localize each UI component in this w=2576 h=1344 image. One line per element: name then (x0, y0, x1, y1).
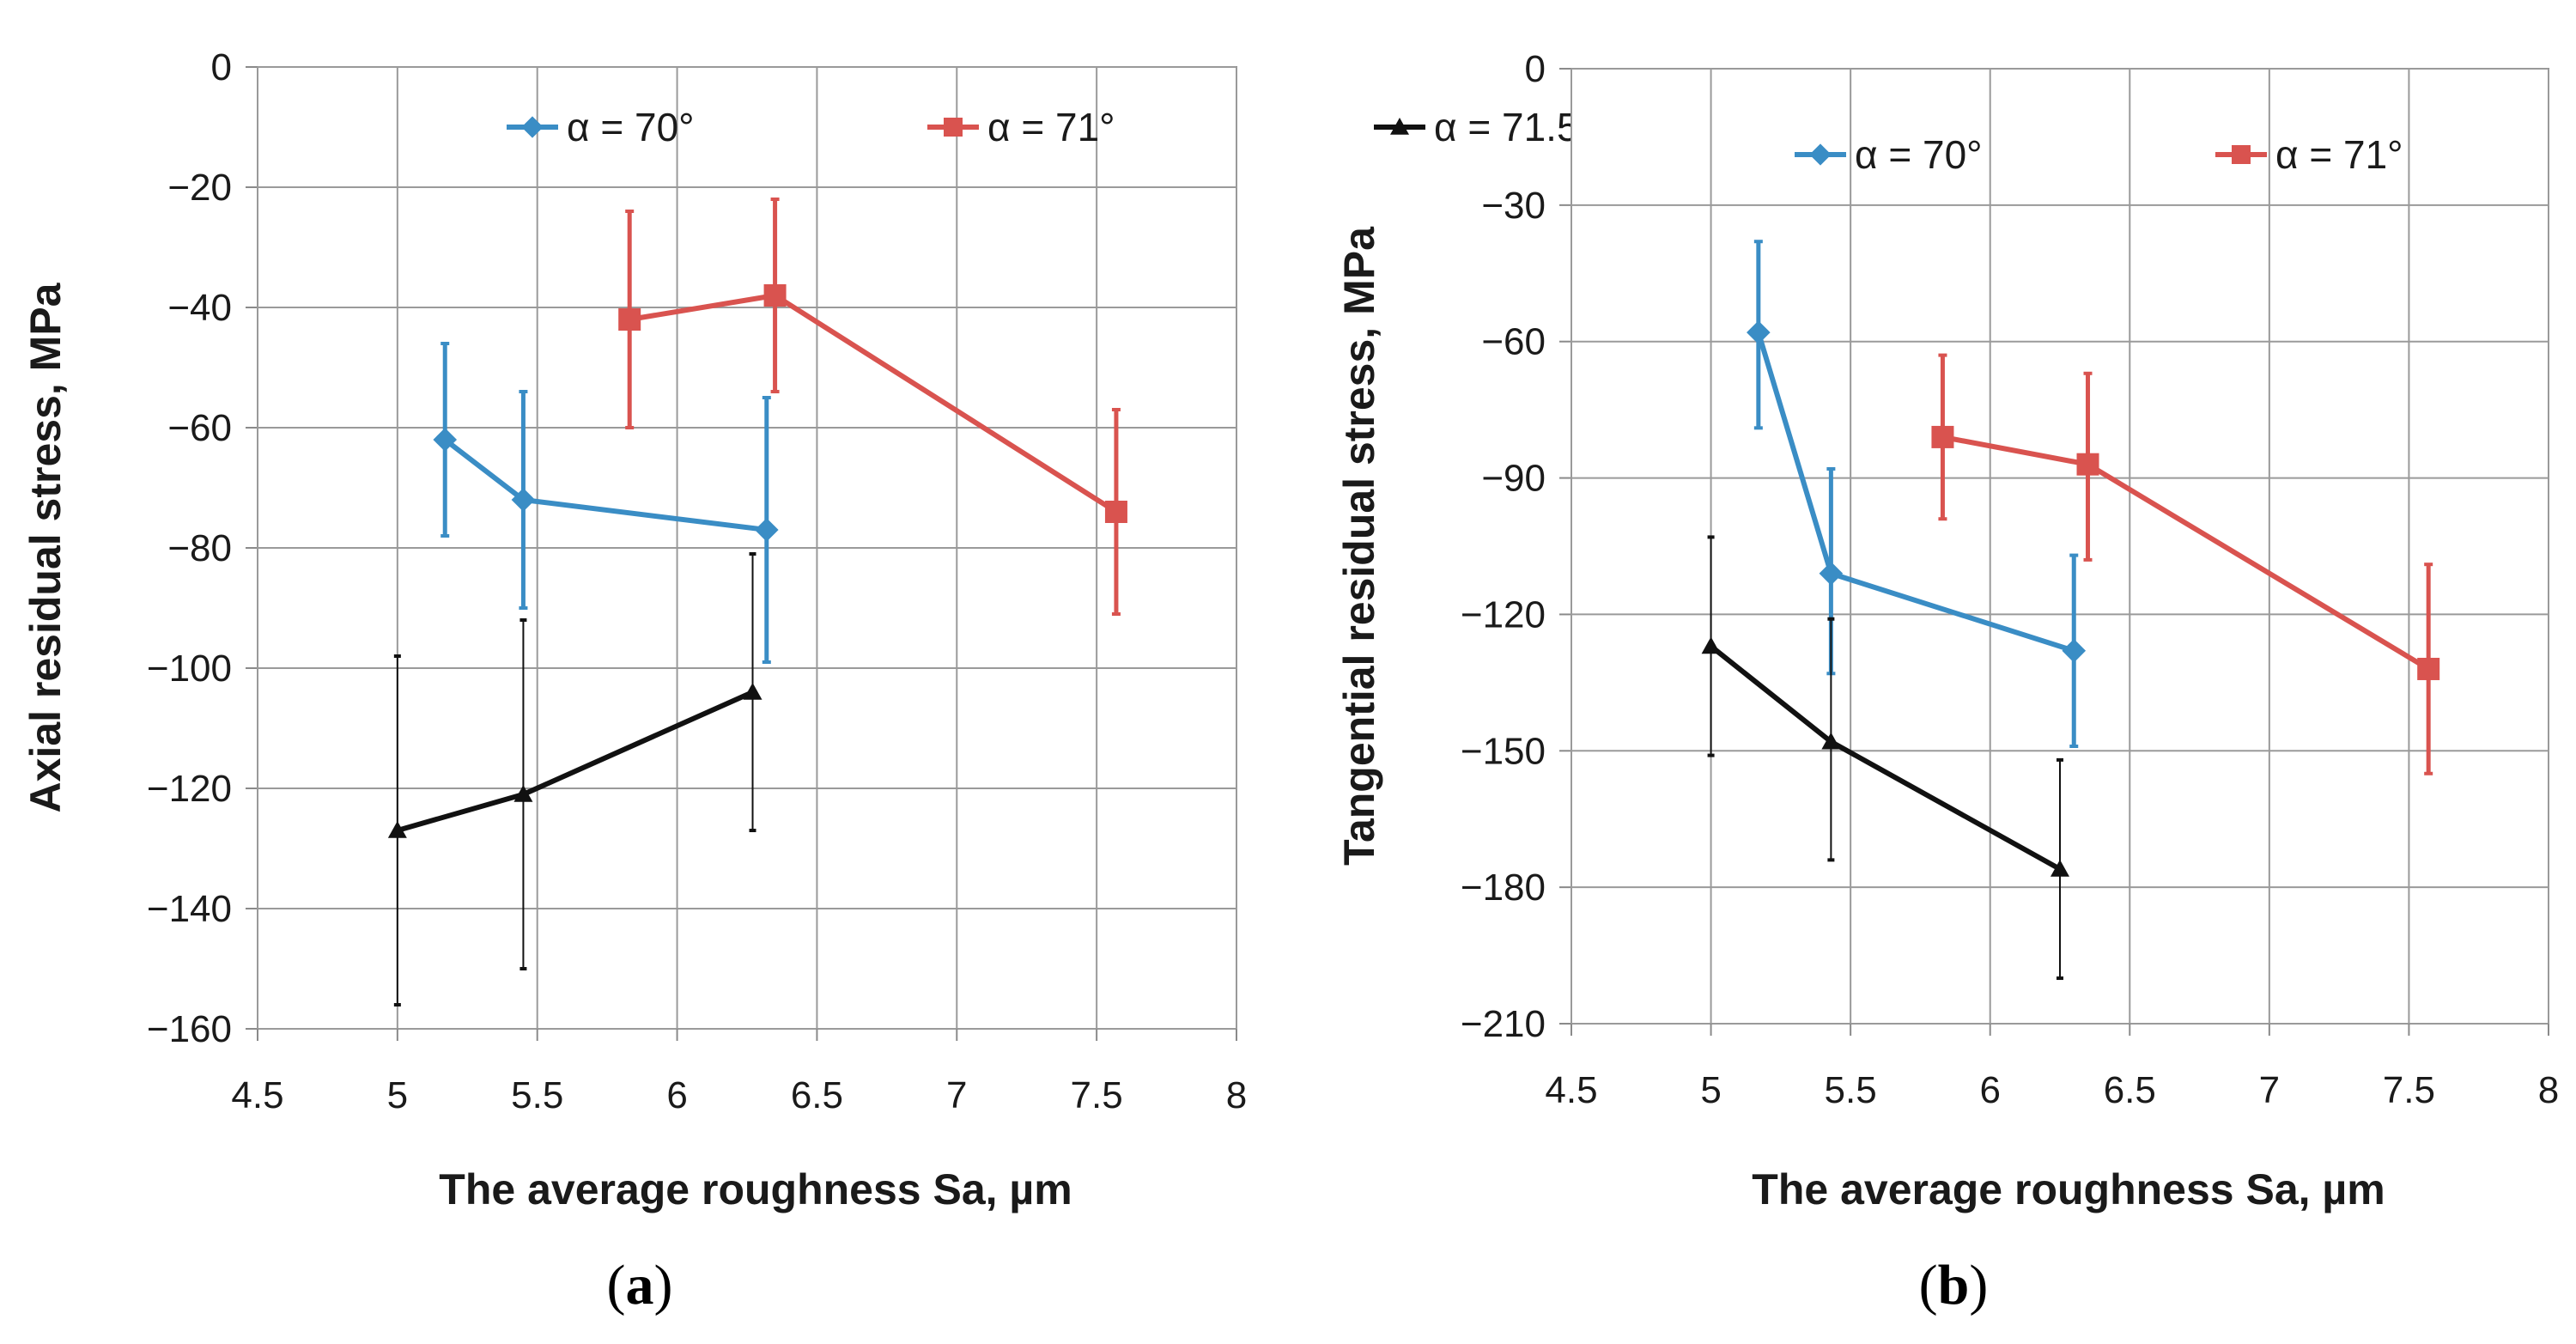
y-tick-label: −30 (1481, 185, 1546, 227)
y-tick-label: −80 (167, 527, 232, 569)
x-tick-label: 7 (2259, 1069, 2280, 1111)
y-tick-label: −120 (147, 768, 232, 810)
x-tick-label: 7.5 (1071, 1074, 1123, 1116)
x-tick-label: 6 (1979, 1069, 2000, 1111)
series-2 (1931, 353, 2440, 775)
data-point (511, 488, 536, 512)
series-1 (433, 342, 779, 664)
y-tick-label: −90 (1481, 458, 1546, 500)
y-tick-label: 0 (211, 46, 232, 88)
chart-b: 0 −30 −60 −90 −120 −150 −180 −210 4.5 5 5.5 6 6.5 7 7.… (1335, 48, 2559, 1317)
legend-marker (944, 118, 963, 137)
panel-caption: (a) (607, 1254, 673, 1317)
y-tick-label: −100 (147, 648, 232, 690)
legend-marker (1390, 118, 1409, 135)
x-tick-label: 8 (1226, 1074, 1247, 1116)
data-point (387, 821, 407, 838)
legend-label: α = 71° (2275, 132, 2403, 177)
data-point (1931, 425, 1954, 448)
data-point (2062, 638, 2087, 663)
x-tick-label: 7.5 (2383, 1069, 2435, 1111)
data-point (618, 308, 641, 331)
x-tick-label: 6.5 (791, 1074, 843, 1116)
chart-a: 0 −20 −40 −60 −80 −100 −120 −140 −160 4.5 5 5.5 6 6.5… (21, 46, 1595, 1317)
x-tick-label: 6 (666, 1074, 687, 1116)
y-tick-label: −60 (1481, 321, 1546, 363)
y-tick-label: −120 (1461, 593, 1546, 636)
y-tick-label: −210 (1461, 1003, 1546, 1045)
data-point (1819, 561, 1844, 586)
x-tick-label: 5 (387, 1074, 408, 1116)
x-tick-label: 5 (1700, 1069, 1721, 1111)
x-axis-title: The average roughness Sa, µm (1752, 1165, 2385, 1213)
data-point (433, 428, 458, 452)
data-point (513, 785, 533, 802)
legend-marker (2232, 145, 2251, 164)
y-tick-label: 0 (1525, 48, 1546, 90)
x-tick-label: 6.5 (2104, 1069, 2156, 1111)
y-axis-title: Tangential residual stress, MPa (1335, 226, 1383, 866)
x-tick-label: 7 (946, 1074, 967, 1116)
data-point (1104, 501, 1127, 523)
y-tick-label: −150 (1461, 730, 1546, 772)
data-point (763, 284, 787, 307)
legend-label: α = 71° (987, 105, 1115, 149)
legend-marker (521, 116, 544, 138)
data-point (2417, 657, 2440, 680)
data-point (755, 518, 779, 542)
legend-label: α = 71.5° (1434, 105, 1595, 149)
series-3 (387, 552, 762, 1006)
caption-paren-close: ) (654, 1254, 673, 1317)
data-point (743, 683, 762, 700)
legend: α = 70° α = 71° α = 71.5° (507, 105, 1595, 149)
panel-caption: (b) (1919, 1254, 1989, 1317)
y-axis-title: Axial residual stress, MPa (21, 282, 70, 812)
caption-letter: a (626, 1254, 654, 1317)
data-point (1701, 636, 1721, 654)
y-tick-label: −20 (167, 167, 232, 209)
y-tick-label: −160 (147, 1008, 232, 1050)
y-tick-label: −140 (147, 888, 232, 930)
caption-paren-open: ( (1919, 1254, 1938, 1317)
legend-label: α = 70° (1855, 132, 1983, 177)
caption-letter: b (1938, 1254, 1970, 1317)
series-2 (618, 198, 1127, 616)
legend-marker (1809, 143, 1832, 166)
x-tick-label: 5.5 (1825, 1069, 1877, 1111)
x-tick-label: 5.5 (511, 1074, 563, 1116)
x-axis-title: The average roughness Sa, µm (439, 1165, 1072, 1213)
data-point (2050, 859, 2069, 877)
series-3 (1701, 535, 2069, 981)
legend-label: α = 70° (567, 105, 695, 149)
y-tick-label: −40 (167, 287, 232, 329)
data-point (1821, 732, 1841, 750)
caption-paren-close: ) (1969, 1254, 1988, 1317)
x-tick-label: 8 (2538, 1069, 2559, 1111)
data-point (2076, 453, 2099, 476)
y-tick-label: −60 (167, 407, 232, 449)
data-point (1747, 320, 1771, 344)
x-tick-label: 4.5 (1545, 1069, 1597, 1111)
caption-paren-open: ( (607, 1254, 626, 1317)
x-tick-label: 4.5 (231, 1074, 283, 1116)
legend: α = 70°α = 71°α = 71.5° (1795, 132, 2403, 177)
y-tick-label: −180 (1461, 867, 1546, 909)
